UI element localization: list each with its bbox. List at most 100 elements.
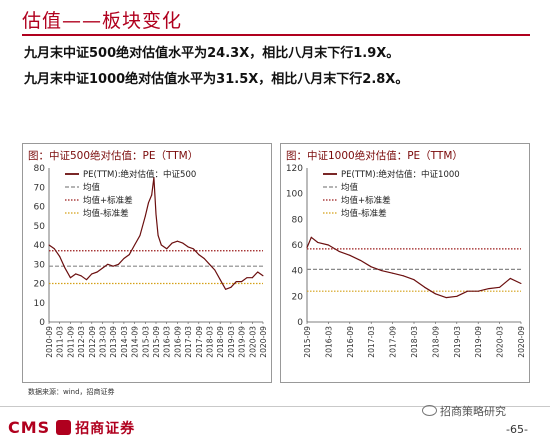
- x-tick-label: 2017-09: [389, 326, 398, 358]
- data-point: [349, 254, 351, 256]
- logo-en: CMS: [8, 418, 51, 437]
- data-source: 数据来源：wind，招商证券: [28, 388, 115, 396]
- title-divider: [22, 34, 530, 36]
- y-tick-label: 0: [297, 318, 303, 328]
- page-number: -65-: [506, 423, 528, 436]
- data-point: [144, 215, 146, 217]
- data-point: [509, 277, 511, 279]
- data-point: [75, 273, 77, 275]
- series-line-pe: [306, 236, 522, 299]
- data-point: [96, 271, 98, 273]
- logo-mark-icon: [56, 420, 72, 435]
- legend-label: 均值: [341, 182, 359, 193]
- data-point: [155, 213, 157, 215]
- data-point: [128, 254, 130, 256]
- data-point: [187, 246, 189, 248]
- y-tick-label: 100: [286, 190, 303, 200]
- data-point: [434, 293, 436, 295]
- data-point: [360, 259, 361, 261]
- x-tick-label: 2018-03: [206, 326, 215, 358]
- data-point: [456, 295, 458, 297]
- data-point: [160, 244, 162, 246]
- x-tick-label: 2019-09: [474, 326, 483, 358]
- x-tick-label: 2017-03: [367, 326, 376, 358]
- y-tick-label: 20: [34, 280, 46, 290]
- x-tick-label: 2012-03: [77, 326, 86, 358]
- data-point: [107, 263, 109, 265]
- chart-panel-csi500: 图：中证500绝对估值：PE（TTM） 0 10 20 30 40 50 60 70 80 201…: [22, 143, 272, 383]
- x-tick-label: 2016-03: [324, 326, 333, 358]
- legend-label: 均值: [83, 182, 101, 193]
- y-tick-label: 60: [292, 241, 304, 251]
- data-point: [251, 277, 253, 279]
- x-tick-label: 2019-03: [227, 326, 236, 358]
- data-point: [171, 242, 173, 244]
- x-tick-label: 2013-03: [99, 326, 108, 358]
- x-tick-label: 2017-09: [195, 326, 204, 358]
- x-tick-label: 2016-09: [346, 326, 355, 358]
- legend-label: 均值+标准差: [83, 195, 133, 206]
- chart-title-csi1000: 图：中证1000绝对估值：PE（TTM）: [286, 150, 463, 162]
- x-tick-label: 2015-03: [141, 326, 150, 358]
- logo-cn: 招商证券: [75, 421, 136, 437]
- y-tick-label: 40: [292, 267, 304, 277]
- x-tick-label: 2017-03: [184, 326, 193, 358]
- data-point: [209, 263, 210, 265]
- y-tick-label: 40: [34, 241, 46, 251]
- data-point: [64, 267, 66, 269]
- data-point: [246, 277, 248, 279]
- x-tick-label: 2016-09: [173, 326, 182, 358]
- wechat-icon: [422, 405, 437, 416]
- y-tick-label: 50: [34, 222, 46, 232]
- x-tick-label: 2018-03: [410, 326, 419, 358]
- data-point: [151, 194, 153, 196]
- chart-csi1000: 0 20 40 60 80 100 120 2015-09 2016-03 2016-09 2017…: [286, 164, 526, 358]
- data-point: [225, 288, 227, 290]
- x-tick-label: 2015-09: [152, 326, 161, 358]
- y-tick-label: 20: [292, 292, 304, 302]
- data-point: [59, 256, 61, 258]
- data-point: [219, 279, 221, 281]
- data-point: [306, 247, 308, 249]
- data-point: [392, 272, 394, 274]
- y-tick-label: 120: [286, 164, 303, 174]
- x-tick-label: 2011-03: [56, 326, 65, 358]
- data-point: [520, 283, 522, 284]
- series-line-pe: [48, 177, 264, 290]
- x-tick-label: 2014-03: [120, 326, 129, 358]
- y-tick-label: 30: [34, 260, 46, 270]
- x-tick-label: 2012-09: [88, 326, 97, 358]
- summary-line-2: 九月末中证1000绝对估值水平为31.5X，相比八月末下行2.8X。: [24, 72, 409, 87]
- data-point: [85, 279, 87, 281]
- data-point: [214, 269, 216, 271]
- legend-label: PE(TTM):绝对估值：中证1000: [341, 169, 460, 180]
- legend-label: 均值-标准差: [341, 208, 387, 219]
- data-point: [338, 250, 340, 252]
- wechat-watermark: 招商策略研究: [422, 403, 506, 419]
- data-point: [203, 257, 205, 259]
- x-tick-label: 2020-09: [259, 326, 268, 358]
- x-tick-label: 2015-09: [303, 326, 312, 358]
- data-point: [198, 254, 200, 256]
- legend-label: 均值+标准差: [341, 195, 391, 206]
- data-point: [123, 257, 125, 259]
- data-point: [69, 277, 71, 279]
- footer-divider: [0, 406, 550, 407]
- data-point: [370, 266, 372, 268]
- y-tick-label: 80: [292, 215, 304, 225]
- data-point: [134, 244, 136, 246]
- data-point: [230, 286, 232, 288]
- legend-label: PE(TTM):绝对估值：中证500: [83, 169, 196, 180]
- data-point: [48, 244, 50, 246]
- chart-panel-csi1000: 图：中证1000绝对估值：PE（TTM） 0 20 40 60 80 100 120 2015…: [280, 143, 530, 383]
- data-point: [182, 242, 184, 244]
- data-point: [413, 279, 415, 281]
- x-tick-label: 2020-03: [248, 326, 257, 358]
- data-point: [153, 177, 155, 179]
- page-title: 估值——板块变化: [22, 10, 183, 32]
- data-point: [381, 270, 383, 272]
- x-tick-label: 2010-09: [45, 326, 54, 358]
- data-point: [91, 273, 93, 275]
